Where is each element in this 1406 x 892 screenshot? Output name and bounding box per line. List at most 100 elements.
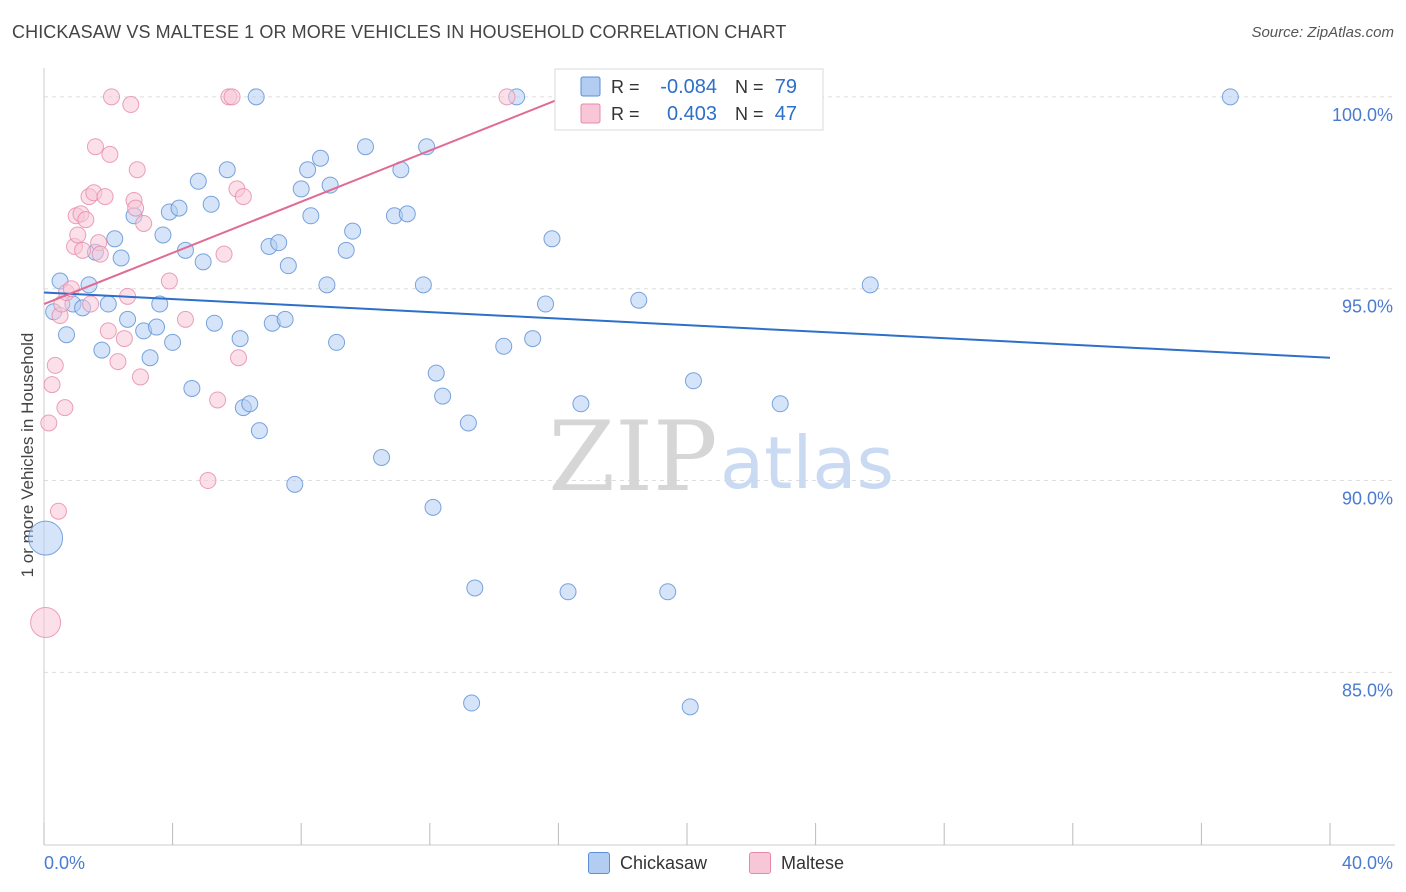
chickasaw-point bbox=[183, 379, 201, 397]
chickasaw-point bbox=[276, 310, 294, 328]
legend-n-label-1: N = bbox=[735, 77, 764, 97]
maltese-point bbox=[69, 226, 87, 244]
chickasaw-point bbox=[247, 88, 265, 106]
maltese-point bbox=[127, 199, 145, 217]
chickasaw-point bbox=[459, 414, 477, 432]
chickasaw-point bbox=[684, 372, 702, 390]
chickasaw-point bbox=[463, 694, 481, 712]
chickasaw-point bbox=[286, 475, 304, 493]
maltese-point bbox=[82, 295, 100, 313]
bottom-legend: Chickasaw Maltese bbox=[0, 852, 1406, 878]
chickasaw-point bbox=[154, 226, 172, 244]
chickasaw-point bbox=[299, 161, 317, 179]
chickasaw-point bbox=[344, 222, 362, 240]
chickasaw-point bbox=[151, 295, 169, 313]
chickasaw-point bbox=[630, 291, 648, 309]
axes bbox=[43, 68, 1395, 846]
chickasaw-point bbox=[279, 257, 297, 275]
maltese-point bbox=[62, 280, 80, 298]
maltese-point bbox=[101, 145, 119, 163]
chickasaw-point bbox=[170, 199, 188, 217]
maltese-point bbox=[176, 310, 194, 328]
chickasaw-trend-line bbox=[43, 291, 1331, 359]
chickasaw-point bbox=[572, 395, 590, 413]
chickasaw-point bbox=[398, 205, 416, 223]
maltese-point bbox=[223, 88, 241, 106]
maltese-point bbox=[234, 188, 252, 206]
chickasaw-point bbox=[302, 207, 320, 225]
chickasaw-point bbox=[119, 310, 137, 328]
y-tick-label: 95.0% bbox=[1342, 297, 1393, 317]
legend-item-chickasaw: Chickasaw bbox=[588, 852, 707, 874]
chickasaw-point bbox=[543, 230, 561, 248]
legend-label-chickasaw: Chickasaw bbox=[620, 852, 708, 873]
chickasaw-point bbox=[559, 583, 577, 601]
maltese-point bbox=[91, 245, 109, 263]
legend-r-label-2: R = bbox=[611, 104, 640, 124]
chickasaw-point bbox=[28, 520, 64, 556]
x-tick-label: 0.0% bbox=[44, 853, 85, 873]
y-tick-label: 100.0% bbox=[1332, 105, 1393, 125]
chickasaw-point bbox=[231, 330, 249, 348]
maltese-point bbox=[43, 376, 61, 394]
maltese-point bbox=[96, 188, 114, 206]
maltese-point bbox=[56, 399, 74, 417]
chickasaw-point bbox=[99, 295, 117, 313]
chickasaw-point bbox=[427, 364, 445, 382]
chickasaw-point bbox=[148, 318, 166, 336]
chickasaw-point bbox=[112, 249, 130, 267]
chickasaw-point bbox=[194, 253, 212, 271]
legend-n-value-2: 47 bbox=[775, 103, 797, 125]
chickasaw-point bbox=[537, 295, 555, 313]
chickasaw-point bbox=[93, 341, 111, 359]
watermark-atlas: atlas bbox=[720, 421, 894, 505]
maltese-point bbox=[46, 356, 64, 374]
legend-swatch-chickasaw bbox=[580, 76, 601, 97]
legend-swatch-maltese-bottom bbox=[749, 852, 771, 874]
trend-lines bbox=[43, 95, 1331, 359]
chickasaw-point bbox=[861, 276, 879, 294]
chickasaw-point bbox=[466, 579, 484, 597]
chickasaw-point bbox=[1221, 88, 1239, 106]
chickasaw-point bbox=[218, 161, 236, 179]
chickasaw-point bbox=[434, 387, 452, 405]
maltese-point bbox=[109, 353, 127, 371]
maltese-point bbox=[215, 245, 233, 263]
chickasaw-point bbox=[681, 698, 699, 716]
maltese-point bbox=[131, 368, 149, 386]
legend-swatch-chickasaw-bottom bbox=[588, 852, 610, 874]
x-tick-labels: 0.0% 40.0% bbox=[44, 853, 1393, 873]
maltese-point bbox=[40, 414, 58, 432]
chickasaw-point bbox=[373, 449, 391, 466]
chickasaw-point bbox=[318, 276, 336, 294]
chickasaw-point bbox=[80, 276, 98, 294]
legend-r-value-1: -0.084 bbox=[660, 76, 717, 98]
legend-r-value-2: 0.403 bbox=[667, 103, 717, 125]
chickasaw-point bbox=[328, 333, 346, 351]
y-tick-label: 90.0% bbox=[1342, 489, 1393, 509]
chickasaw-point bbox=[205, 314, 223, 332]
chickasaw-point bbox=[495, 337, 513, 355]
maltese-point bbox=[160, 272, 178, 290]
chickasaw-point bbox=[241, 395, 259, 413]
chickasaw-point bbox=[524, 330, 542, 348]
chickasaw-point bbox=[164, 333, 182, 351]
chickasaw-point bbox=[250, 422, 268, 440]
chickasaw-point bbox=[189, 172, 207, 190]
chickasaw-point bbox=[106, 230, 124, 248]
maltese-point bbox=[122, 96, 140, 114]
maltese-point bbox=[99, 322, 117, 340]
maltese-point bbox=[49, 502, 67, 520]
maltese-point bbox=[128, 161, 146, 179]
legend-n-label-2: N = bbox=[735, 104, 764, 124]
maltese-point bbox=[230, 349, 248, 367]
legend-n-value-1: 79 bbox=[775, 76, 797, 98]
maltese-points bbox=[30, 88, 741, 638]
watermark: ZIP atlas bbox=[548, 401, 894, 513]
maltese-point bbox=[199, 472, 217, 490]
legend-label-maltese: Maltese bbox=[781, 852, 845, 873]
maltese-point bbox=[135, 214, 153, 232]
legend-r-label-1: R = bbox=[611, 77, 640, 97]
chart-title: CHICKASAW VS MALTESE 1 OR MORE VEHICLES … bbox=[12, 22, 787, 42]
